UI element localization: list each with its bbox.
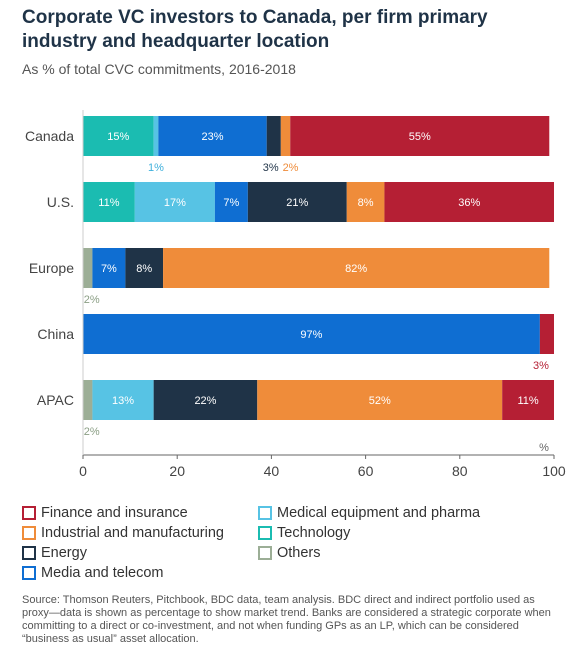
legend-swatch-energy — [22, 546, 36, 560]
x-tick-label-40: 40 — [264, 463, 280, 479]
bar-segment-europe-industrial-and-manufacturing — [163, 248, 550, 288]
data-label-canada-media-and-telecom: 23% — [202, 131, 224, 143]
source-note: Source: Thomson Reuters, Pitchbook, BDC … — [22, 594, 551, 645]
bar-segment-u-s-finance-and-insurance — [384, 182, 554, 222]
data-label-europe-industrial-and-manufacturing: 82% — [345, 263, 367, 275]
legend-label-energy: Energy — [41, 545, 87, 561]
data-label-china-finance-and-insurance: 3% — [533, 360, 549, 372]
bar-segment-apac-industrial-and-manufacturing — [257, 380, 503, 420]
bar-segment-canada-technology — [83, 116, 154, 156]
data-label-canada-medical-equipment-and-pharma: 1% — [148, 162, 164, 174]
data-label-canada-finance-and-insurance: 55% — [409, 131, 431, 143]
category-label-u-s: U.S. — [47, 194, 74, 210]
legend-label-media: Media and telecom — [41, 565, 164, 581]
bar-segment-europe-others — [83, 248, 93, 288]
legend-label-finance: Finance and insurance — [41, 505, 188, 521]
category-label-china: China — [37, 326, 74, 342]
bar-segment-apac-medical-equipment-and-pharma — [92, 380, 154, 420]
data-label-canada-industrial-and-manufacturing: 2% — [283, 162, 299, 174]
data-label-canada-technology: 15% — [107, 131, 129, 143]
bar-segment-apac-energy — [153, 380, 258, 420]
data-label-u-s-finance-and-insurance: 36% — [458, 197, 480, 209]
data-label-europe-others: 2% — [84, 294, 100, 306]
legend-swatch-media — [22, 566, 36, 580]
bar-segment-u-s-media-and-telecom — [214, 182, 248, 222]
legend-swatch-others — [258, 546, 272, 560]
legend-item-technology: Technology — [258, 525, 350, 541]
legend-swatch-medical — [258, 506, 272, 520]
x-tick-label-100: 100 — [542, 463, 566, 479]
bar-segment-canada-finance-and-insurance — [290, 116, 550, 156]
bar-segment-europe-media-and-telecom — [92, 248, 126, 288]
data-label-apac-energy: 22% — [194, 395, 216, 407]
legend-label-medical: Medical equipment and pharma — [277, 505, 481, 521]
bar-segment-canada-medical-equipment-and-pharma — [153, 116, 159, 156]
data-label-apac-finance-and-insurance: 11% — [517, 395, 538, 407]
data-label-china-media-and-telecom: 97% — [300, 329, 322, 341]
bar-segment-u-s-energy — [247, 182, 347, 222]
bar-segment-china-finance-and-insurance — [539, 314, 554, 354]
bar-segment-u-s-industrial-and-manufacturing — [346, 182, 385, 222]
bar-segment-europe-energy — [125, 248, 164, 288]
legend-label-others: Others — [277, 545, 321, 561]
data-label-apac-medical-equipment-and-pharma: 13% — [112, 395, 134, 407]
data-label-u-s-media-and-telecom: 7% — [223, 197, 239, 209]
legend-item-industrial: Industrial and manufacturing — [22, 525, 224, 541]
category-label-canada: Canada — [25, 128, 74, 144]
bar-segment-canada-energy — [266, 116, 281, 156]
legend-swatch-finance — [22, 506, 36, 520]
bar-segment-canada-media-and-telecom — [158, 116, 267, 156]
legend-swatch-technology — [258, 526, 272, 540]
data-label-u-s-energy: 21% — [286, 197, 308, 209]
x-axis-unit: % — [539, 442, 549, 454]
legend-item-finance: Finance and insurance — [22, 505, 188, 521]
bar-segment-apac-others — [83, 380, 93, 420]
data-label-apac-industrial-and-manufacturing: 52% — [369, 395, 391, 407]
chart-title: Corporate VC investors to Canada, per fi… — [22, 7, 488, 52]
data-label-canada-energy: 3% — [263, 162, 279, 174]
x-tick-label-60: 60 — [358, 463, 374, 479]
bar-segment-apac-finance-and-insurance — [502, 380, 554, 420]
x-tick-label-80: 80 — [452, 463, 468, 479]
chart-subtitle: As % of total CVC commitments, 2016-2018 — [22, 61, 296, 77]
legend-item-energy: Energy — [22, 545, 87, 561]
legend-label-technology: Technology — [277, 525, 351, 541]
bar-segment-china-media-and-telecom — [83, 314, 540, 354]
x-tick-label-0: 0 — [79, 463, 87, 479]
legend-item-media: Media and telecom — [22, 565, 164, 581]
data-label-u-s-medical-equipment-and-pharma: 17% — [164, 197, 186, 209]
legend-item-medical: Medical equipment and pharma — [258, 505, 480, 521]
x-tick-label-20: 20 — [169, 463, 185, 479]
data-label-europe-energy: 8% — [136, 263, 152, 275]
data-label-europe-media-and-telecom: 7% — [101, 263, 117, 275]
legend-label-industrial: Industrial and manufacturing — [41, 525, 224, 541]
bar-segment-u-s-medical-equipment-and-pharma — [134, 182, 215, 222]
category-label-apac: APAC — [37, 392, 74, 408]
data-label-apac-others: 2% — [84, 426, 100, 438]
legend-item-others: Others — [258, 545, 321, 561]
bar-segment-u-s-technology — [83, 182, 135, 222]
category-label-europe: Europe — [29, 260, 74, 276]
data-label-u-s-industrial-and-manufacturing: 8% — [358, 197, 374, 209]
stacked-bar-chart: Canada 15% 1% 23% 3% 2% 55% U.S. 11% 17% 7% 21% 8% 36… — [25, 110, 566, 479]
data-label-u-s-technology: 11% — [98, 197, 119, 209]
legend-swatch-industrial — [22, 526, 36, 540]
bar-segment-canada-industrial-and-manufacturing — [280, 116, 291, 156]
